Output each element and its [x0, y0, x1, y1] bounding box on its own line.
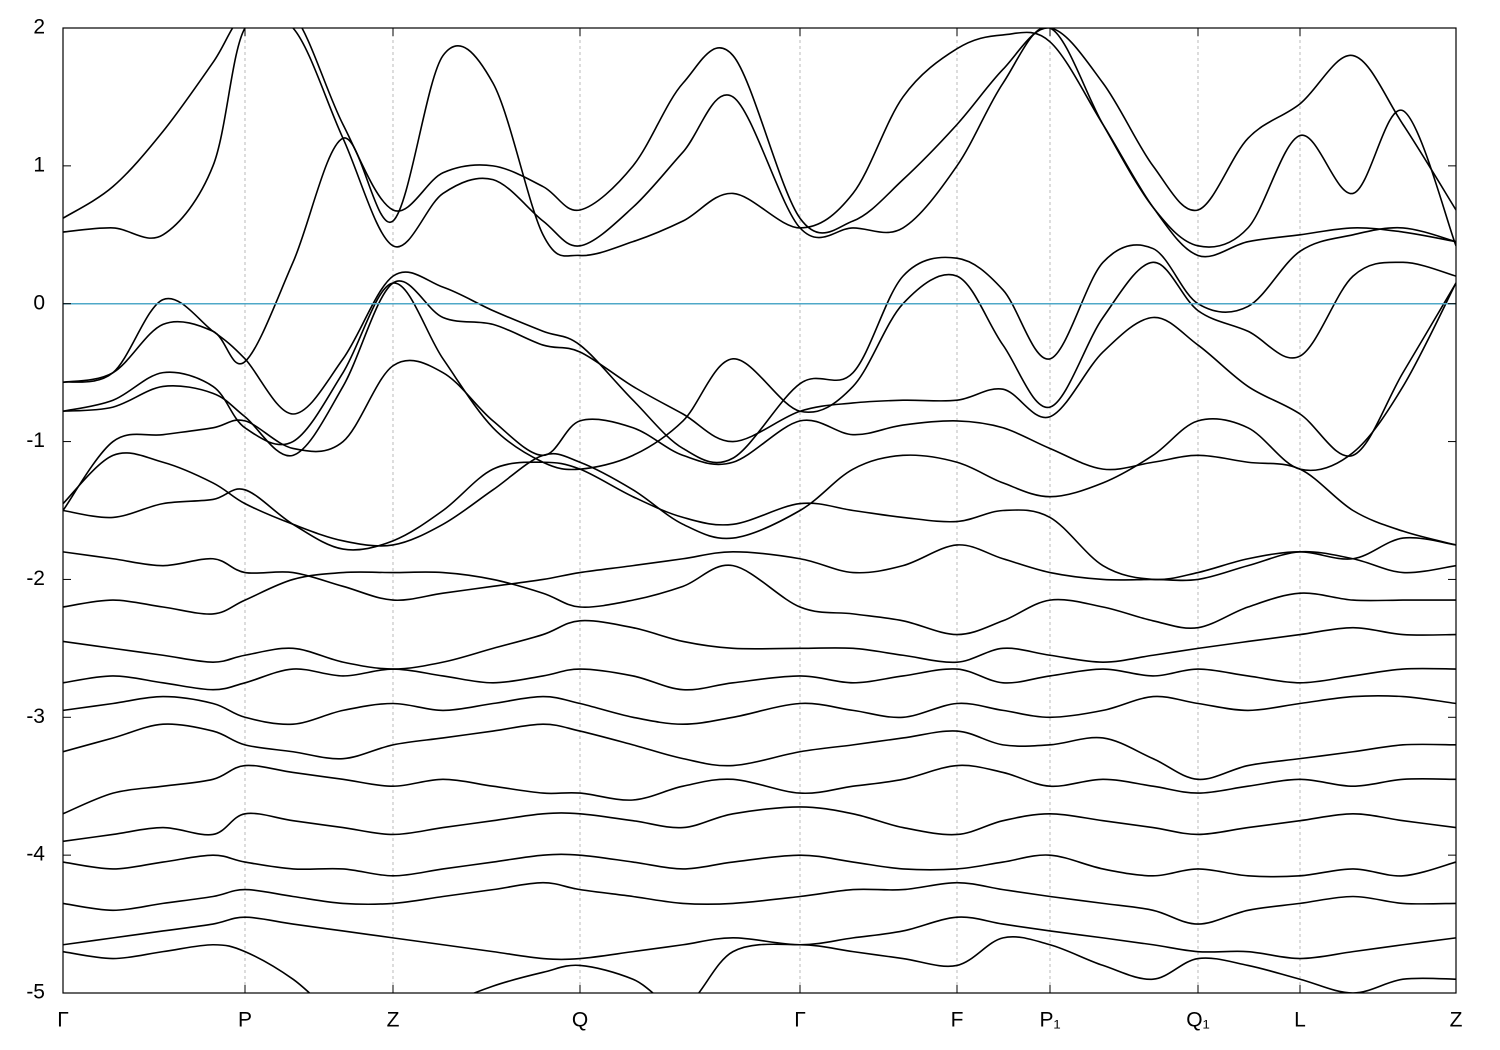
x-tick-label: Z: [1450, 1009, 1463, 1032]
y-tick-label: -2: [26, 567, 45, 590]
band-line: [63, 806, 1456, 843]
band-line: [63, 764, 1456, 815]
y-tick-label: -5: [26, 981, 45, 1004]
y-tick-label: 0: [33, 291, 45, 314]
band-line: [63, 31, 1456, 384]
x-tick-label: Q₁: [1186, 1009, 1209, 1032]
band-line: [63, 936, 1456, 993]
x-tick-label: Z: [387, 1009, 400, 1032]
band-line: [63, 667, 1456, 691]
y-tick-label: -3: [26, 705, 45, 728]
band-line: [63, 359, 1456, 546]
band-line: [63, 694, 1456, 726]
band-line: [63, 723, 1456, 781]
x-tick-label: L: [1294, 1009, 1306, 1032]
band-line: [63, 544, 1456, 602]
band-line: [63, 916, 1456, 961]
x-tick-label: Γ: [57, 1009, 69, 1032]
band-line: [63, 853, 1456, 878]
x-tick-label: P₁: [1039, 1009, 1060, 1032]
x-tick-label: F: [951, 1009, 964, 1032]
axes: -5 -4 -3 -2 -1 0 1 2 Γ P Z Q Γ F P₁ Q₁ L Z: [26, 16, 1462, 1032]
x-tick-label: Γ: [794, 1009, 806, 1032]
band-line: [63, 28, 1456, 248]
bands: [63, 28, 1456, 993]
x-tick-label: Q: [572, 1009, 588, 1032]
y-tick-label: -1: [26, 429, 45, 452]
band-line: [63, 28, 1456, 234]
band-line: [63, 564, 1456, 636]
band-line: [63, 461, 1456, 581]
band-line: [63, 619, 1456, 670]
y-tick-label: -4: [26, 843, 45, 866]
band-line: [63, 280, 1456, 457]
y-tick-label: 1: [33, 153, 45, 176]
band-line: [63, 881, 1456, 925]
band-line: [63, 282, 1456, 547]
plot-frame: [62, 27, 1457, 994]
band-line: [63, 261, 1456, 471]
y-tick-label: 2: [33, 16, 45, 39]
x-tick-label: P: [238, 1009, 252, 1032]
